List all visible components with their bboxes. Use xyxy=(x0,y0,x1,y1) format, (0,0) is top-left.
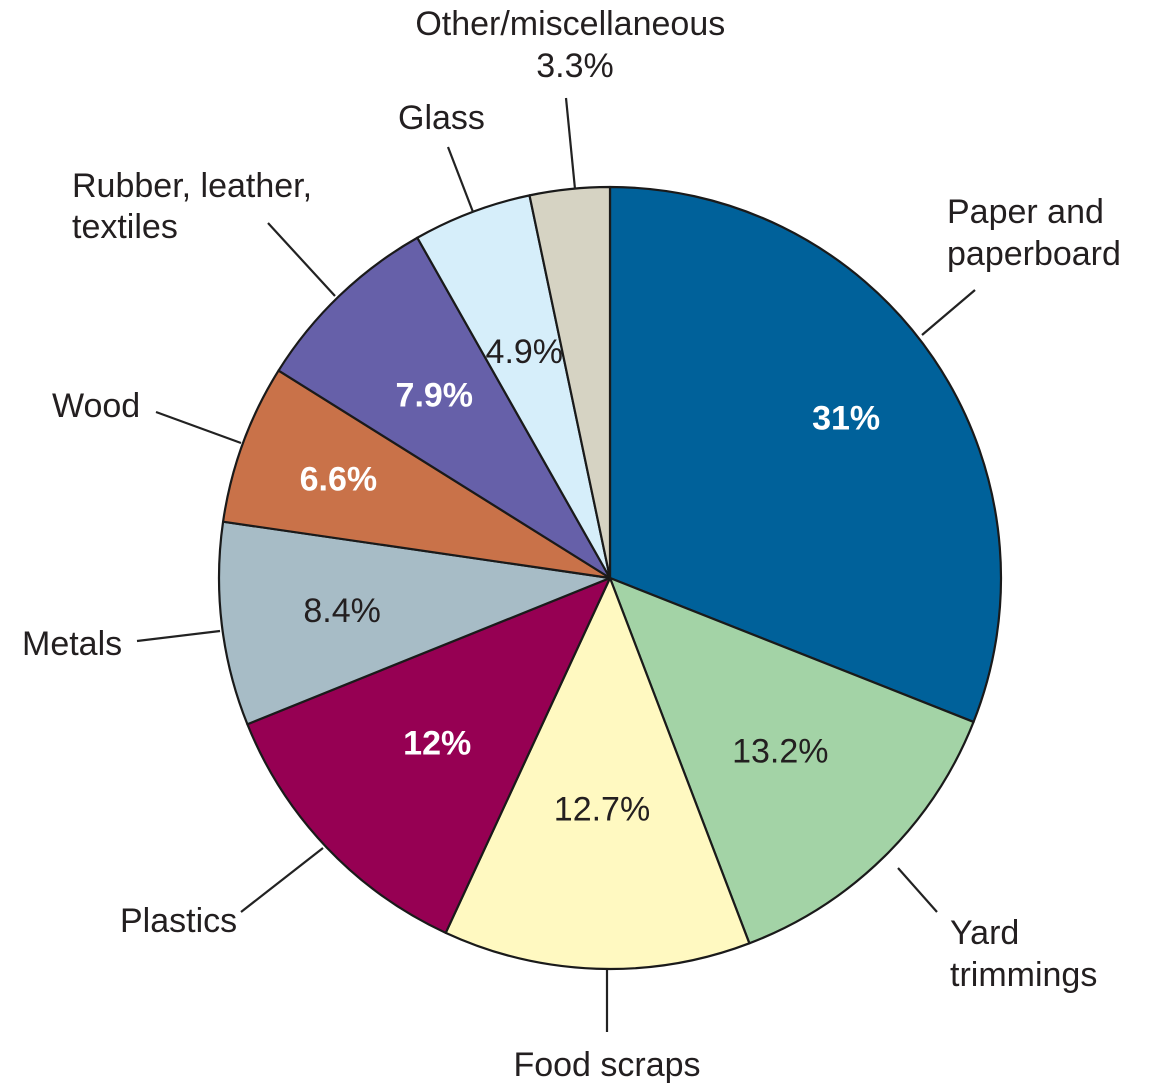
slice-value-labels: 31% 13.2% 12.7% 12% 8.4% 6.6% 7.9% 4.9% xyxy=(300,333,880,828)
pie-slice-rubber-leather-textiles xyxy=(277,236,612,580)
leader-line-rubber xyxy=(267,222,336,297)
category-label-paper: Paper and paperboard xyxy=(947,193,1121,273)
pie-slice-paper-and-paperboard xyxy=(608,185,1003,724)
leader-line-glass xyxy=(446,146,475,213)
pie-slice-plastics xyxy=(246,576,612,934)
leader-line-metals xyxy=(136,629,221,643)
leader-line-wood xyxy=(155,410,242,445)
leader-line-paper xyxy=(921,289,976,336)
category-label-other-line1: Other/miscellaneous xyxy=(415,5,725,43)
slice-value-label-paper-and-paperboard: 31% xyxy=(812,400,880,438)
category-label-plastics: Plastics xyxy=(120,902,237,940)
category-label-metals-line1: Metals xyxy=(22,625,122,663)
slice-value-label-plastics: 12% xyxy=(403,724,471,762)
slice-value-label-glass: 4.9% xyxy=(486,333,564,371)
category-label-wood: Wood xyxy=(52,387,140,425)
category-label-yard-line2: trimmings xyxy=(950,956,1097,994)
pie-slice-wood xyxy=(221,369,612,580)
category-label-other: Other/miscellaneous 3.3% xyxy=(415,5,734,85)
category-label-metals: Metals xyxy=(22,625,122,663)
category-label-glass: Glass xyxy=(398,99,485,137)
leader-line-yard xyxy=(897,867,938,913)
category-label-plastics-line1: Plastics xyxy=(120,902,237,940)
leader-line-plastics xyxy=(240,847,324,913)
slice-value-label-rubber-leather-textiles: 7.9% xyxy=(396,376,474,414)
pie-slice-other-miscellaneous xyxy=(528,185,612,580)
category-label-yard-line1: Yard xyxy=(950,914,1019,952)
category-label-other-line2: 3.3% xyxy=(536,47,614,85)
category-labels: Paper and paperboard Yard trimmings Food… xyxy=(22,5,1121,1084)
pie-slice-yard-trimmings xyxy=(608,576,975,945)
slice-value-label-metals: 8.4% xyxy=(303,592,381,630)
slice-value-label-food-scraps: 12.7% xyxy=(554,791,650,829)
category-label-rubber-line1: Rubber, leather, xyxy=(72,167,312,205)
category-label-rubber: Rubber, leather, textiles xyxy=(72,167,322,246)
leader-lines xyxy=(136,97,976,1032)
category-label-glass-line1: Glass xyxy=(398,99,485,137)
category-label-food-line1: Food scraps xyxy=(513,1046,700,1084)
pie-slices xyxy=(217,185,1003,971)
pie-slice-food-scraps xyxy=(444,576,751,971)
leader-line-other xyxy=(564,97,577,190)
category-label-rubber-line2: textiles xyxy=(72,208,178,246)
category-label-paper-line1: Paper and xyxy=(947,193,1104,231)
pie-slice-metals xyxy=(217,520,612,726)
slice-value-label-wood: 6.6% xyxy=(300,460,378,498)
category-label-yard: Yard trimmings xyxy=(950,914,1097,994)
category-label-wood-line1: Wood xyxy=(52,387,140,425)
category-label-food: Food scraps xyxy=(513,1046,700,1084)
category-label-paper-line2: paperboard xyxy=(947,235,1121,273)
slice-value-label-yard-trimmings: 13.2% xyxy=(732,733,828,771)
